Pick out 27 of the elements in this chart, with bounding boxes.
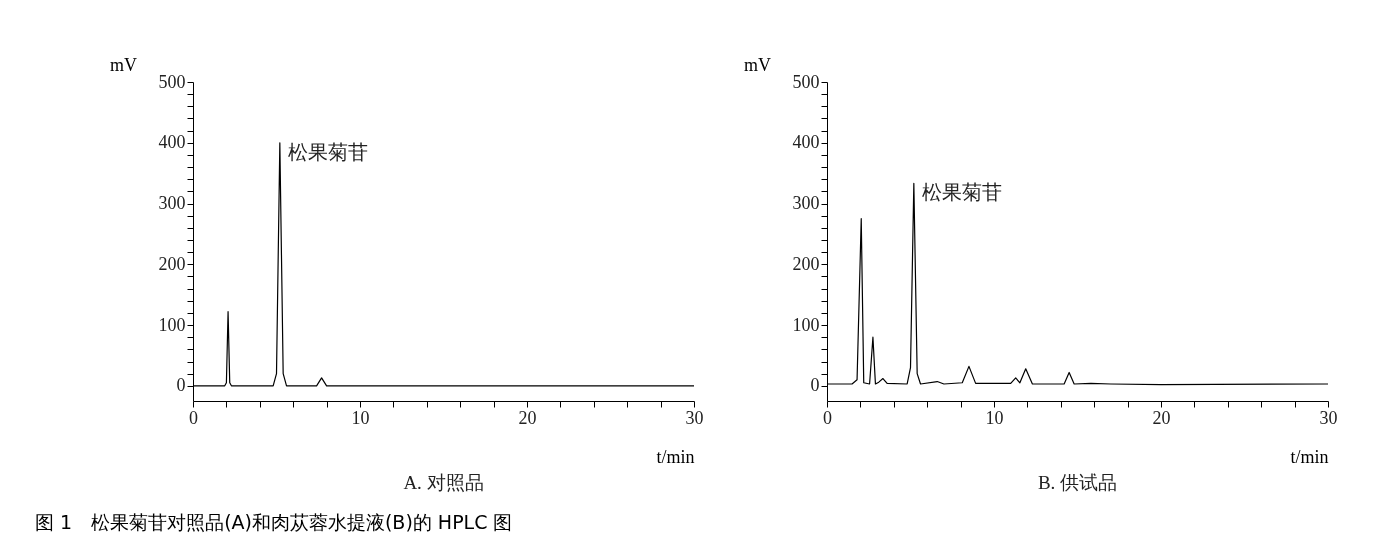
text: A. 对照品: [403, 472, 484, 493]
y-tick-label: 500: [792, 71, 820, 92]
x-tick-label: 30: [685, 407, 704, 428]
x-axis-title: t/min: [1290, 446, 1329, 467]
caption: 图 1 松果菊苷对照品(A)和肉苁蓉水提液(B)的 HPLC 图: [35, 510, 513, 535]
annotation: 松果菊苷: [287, 140, 368, 163]
y-tick-label: 500: [158, 71, 186, 92]
y-tick-label: 100: [792, 314, 820, 335]
y-tick-label: 0: [810, 375, 820, 396]
x-tick-label: 30: [1319, 407, 1338, 428]
y-tick-label: 300: [792, 193, 820, 214]
y-tick-label: 200: [158, 253, 186, 274]
x-tick-label: 20: [518, 407, 537, 428]
y-tick-label: 200: [792, 253, 820, 274]
y-tick-label: 100: [158, 314, 186, 335]
text: B. 供试品: [1037, 472, 1118, 493]
y-tick-label: 0: [176, 375, 186, 396]
y-axis-title: mV: [744, 54, 771, 75]
x-axis-title: t/min: [656, 446, 695, 467]
y-tick-label: 400: [158, 132, 186, 153]
annotation: 松果菊苷: [921, 181, 1002, 204]
y-tick-label: 300: [158, 193, 186, 214]
x-tick-label: 10: [985, 407, 1004, 428]
y-axis-title: mV: [110, 54, 137, 75]
y-tick-label: 400: [792, 132, 820, 153]
x-tick-label: 10: [351, 407, 370, 428]
x-tick-label: 20: [1152, 407, 1171, 428]
